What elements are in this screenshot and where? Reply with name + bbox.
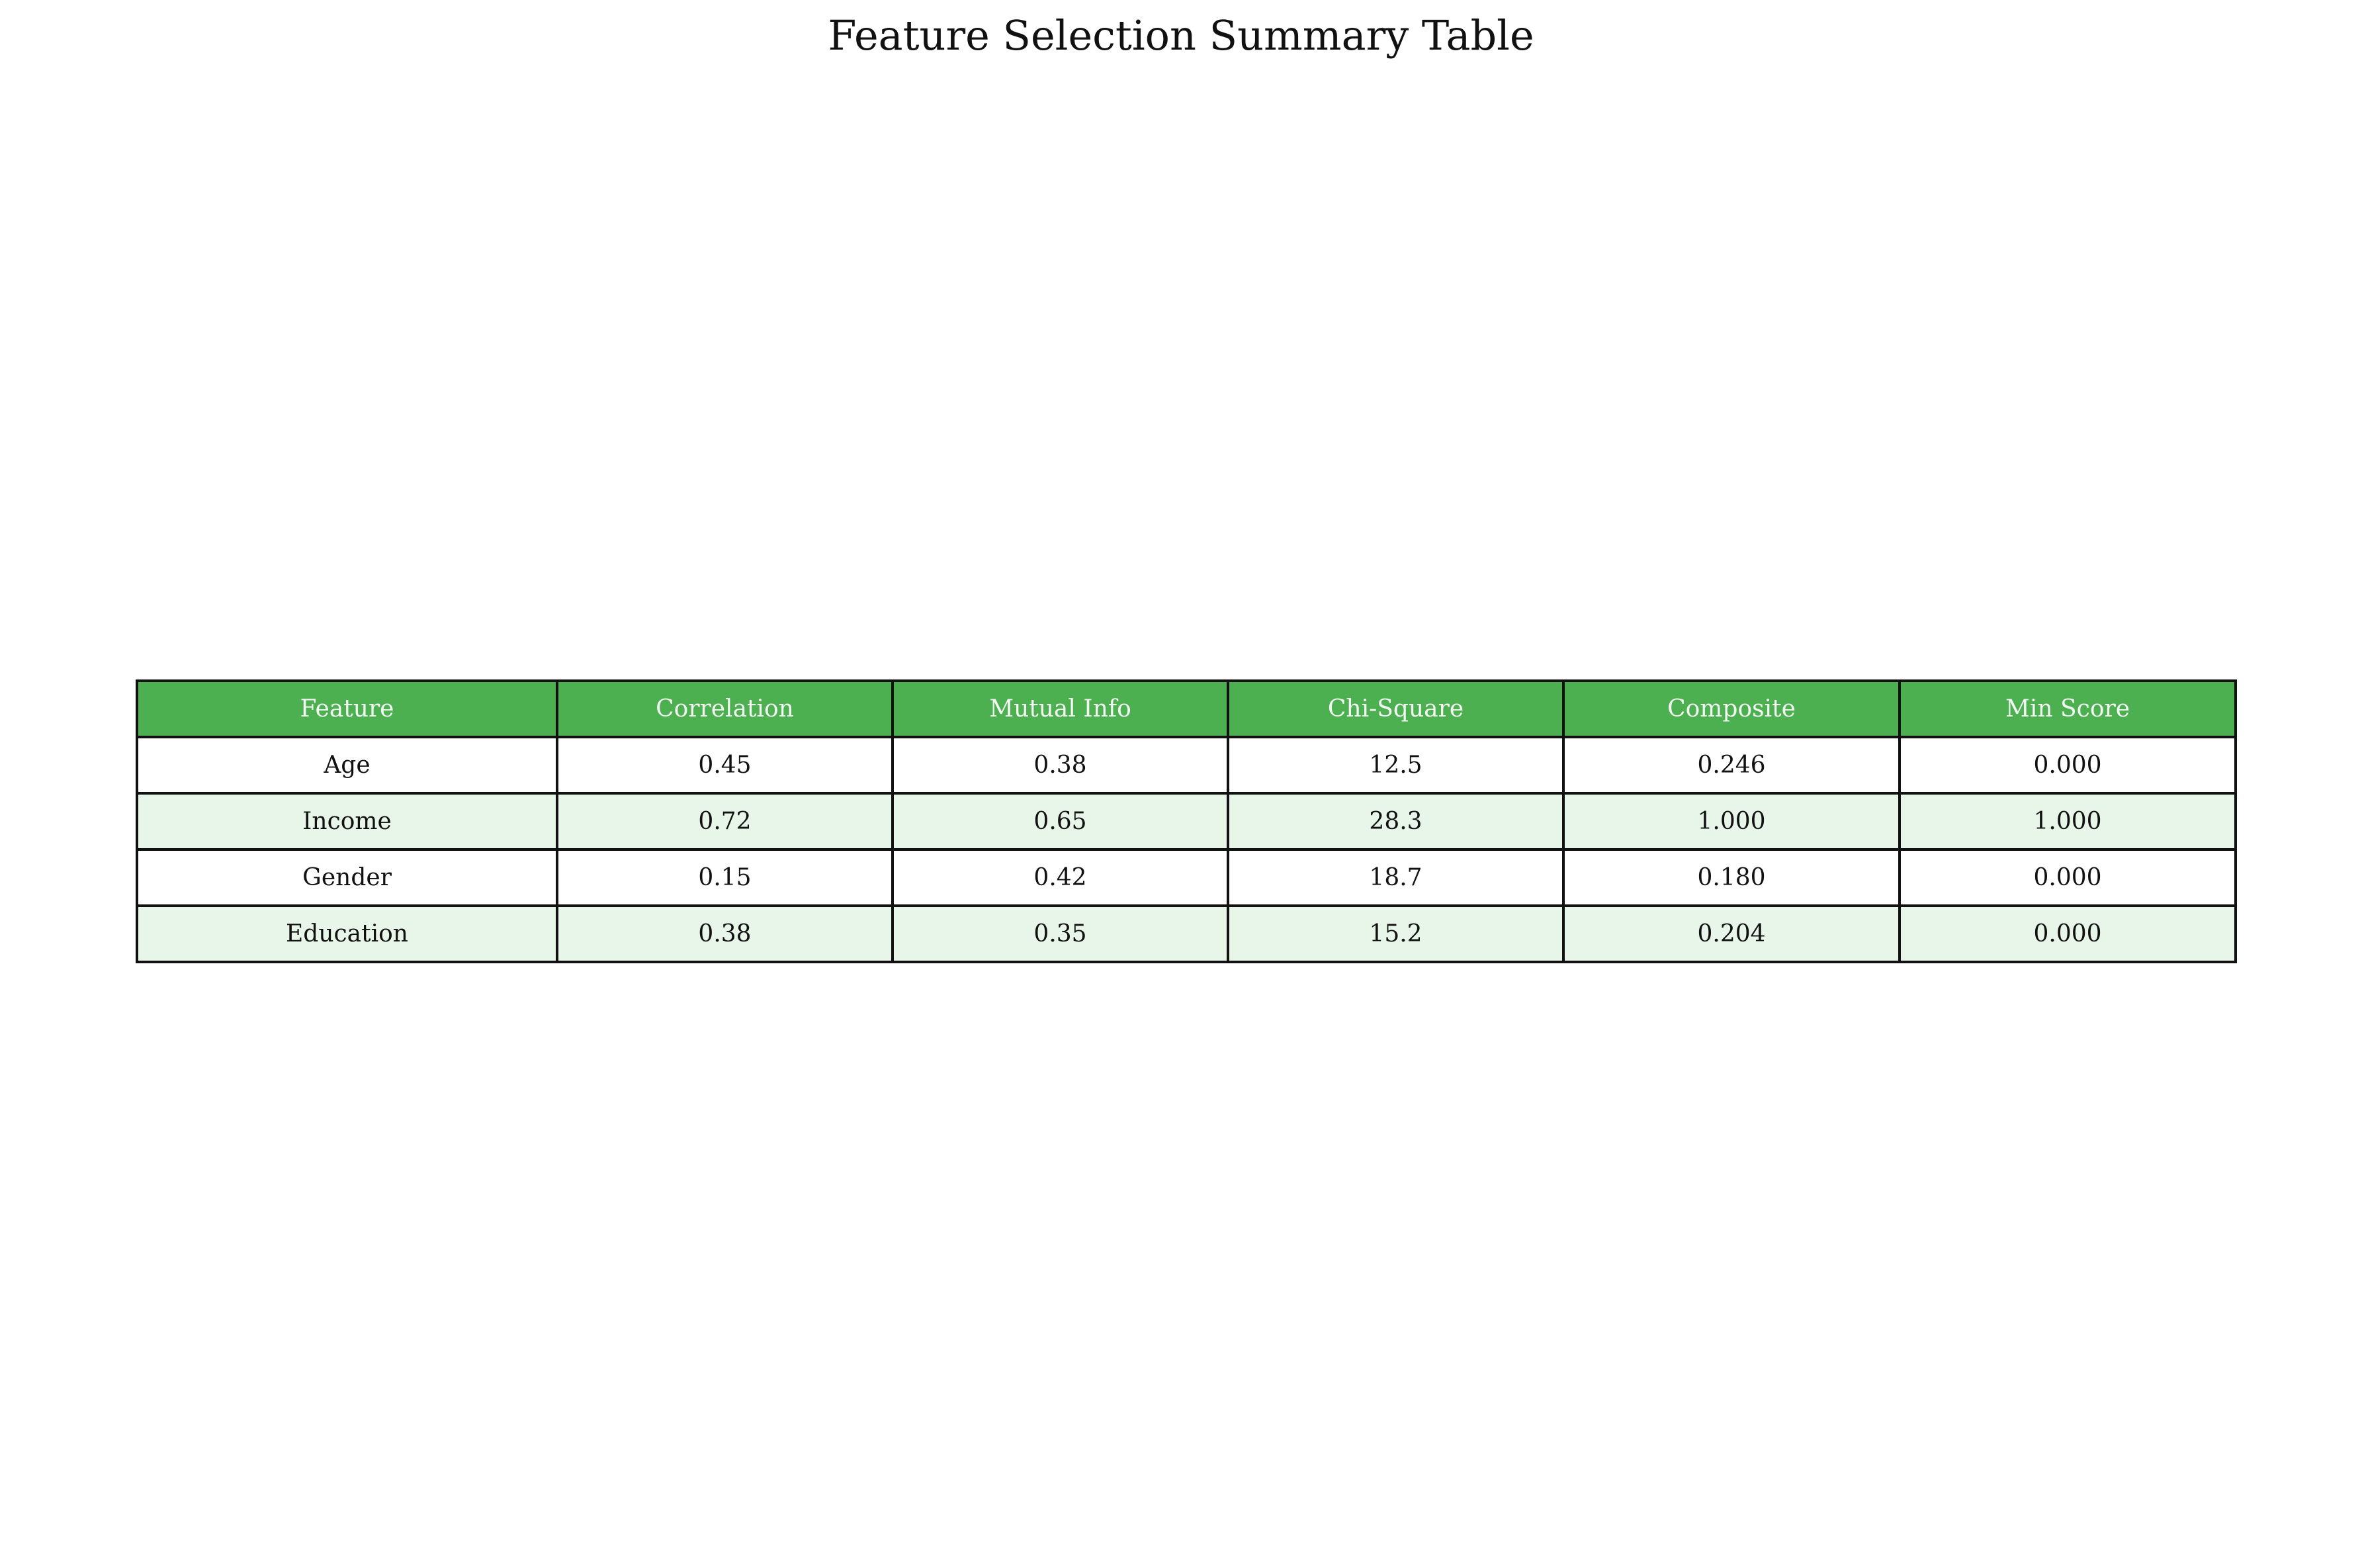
table-cell: 1.000 xyxy=(1562,792,1901,851)
header-chi-square: Chi-Square xyxy=(1227,679,1565,738)
header-min-score: Min Score xyxy=(1898,679,2237,738)
table-header-row: Feature Correlation Mutual Info Chi-Squa… xyxy=(136,679,2237,738)
table-row: Age 0.45 0.38 12.5 0.246 0.000 xyxy=(136,736,2237,795)
table-cell: 0.38 xyxy=(556,904,894,963)
table-cell: 0.35 xyxy=(891,904,1229,963)
table-cell: Gender xyxy=(136,848,558,907)
table-cell: 18.7 xyxy=(1227,848,1565,907)
table-cell: 0.000 xyxy=(1898,736,2237,795)
table-cell: 0.38 xyxy=(891,736,1229,795)
table-cell: Income xyxy=(136,792,558,851)
table-cell: Age xyxy=(136,736,558,795)
header-composite: Composite xyxy=(1562,679,1901,738)
table-cell: 0.15 xyxy=(556,848,894,907)
table-cell: 0.180 xyxy=(1562,848,1901,907)
feature-summary-table: Feature Correlation Mutual Info Chi-Squa… xyxy=(136,679,2237,963)
table-cell: 0.65 xyxy=(891,792,1229,851)
table-cell: 0.42 xyxy=(891,848,1229,907)
table-cell: 0.72 xyxy=(556,792,894,851)
table-cell: 1.000 xyxy=(1898,792,2237,851)
header-mutual-info: Mutual Info xyxy=(891,679,1229,738)
table-cell: 12.5 xyxy=(1227,736,1565,795)
table-row: Income 0.72 0.65 28.3 1.000 1.000 xyxy=(136,792,2237,851)
table-row: Education 0.38 0.35 15.2 0.204 0.000 xyxy=(136,904,2237,963)
table-cell: 0.000 xyxy=(1898,848,2237,907)
header-feature: Feature xyxy=(136,679,558,738)
table-row: Gender 0.15 0.42 18.7 0.180 0.000 xyxy=(136,848,2237,907)
table-cell: 0.246 xyxy=(1562,736,1901,795)
chart-title: Feature Selection Summary Table xyxy=(828,11,1534,60)
table-cell: 0.000 xyxy=(1898,904,2237,963)
table-cell: Education xyxy=(136,904,558,963)
table-cell: 0.204 xyxy=(1562,904,1901,963)
header-correlation: Correlation xyxy=(556,679,894,738)
summary-table-container: Feature Correlation Mutual Info Chi-Squa… xyxy=(136,679,2237,963)
table-cell: 15.2 xyxy=(1227,904,1565,963)
table-cell: 0.45 xyxy=(556,736,894,795)
table-cell: 28.3 xyxy=(1227,792,1565,851)
